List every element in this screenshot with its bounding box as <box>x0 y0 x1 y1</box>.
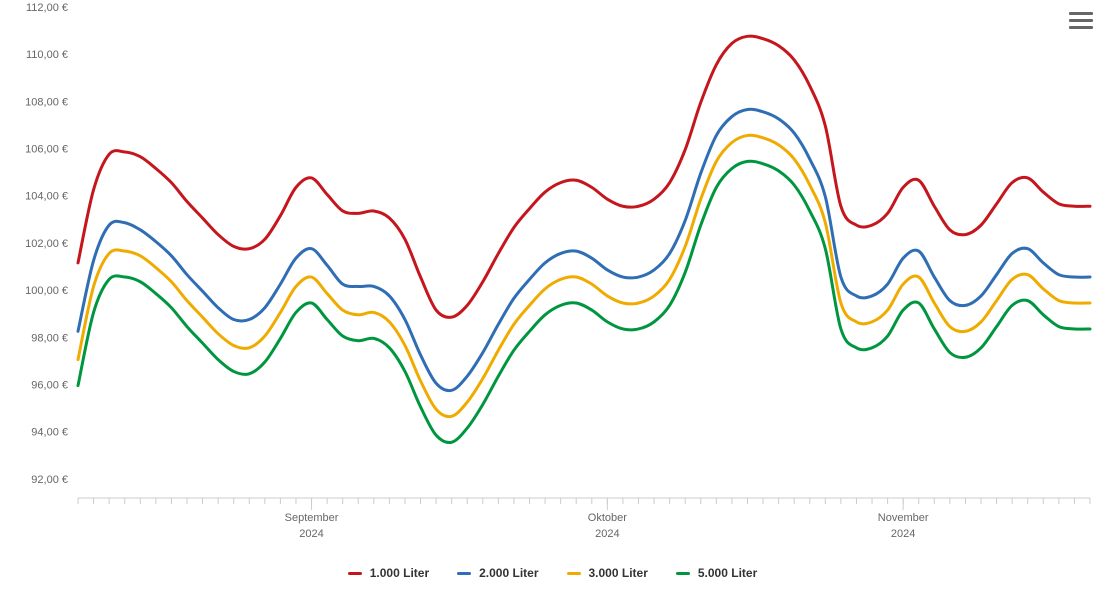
x-axis-tick-label: September <box>285 512 339 524</box>
y-axis-tick-label: 108,00 € <box>25 96 68 108</box>
legend-swatch <box>676 572 690 575</box>
y-axis-tick-label: 100,00 € <box>25 285 68 297</box>
series-line <box>78 135 1090 416</box>
x-axis-tick-label: November <box>878 512 929 524</box>
y-axis-tick-label: 106,00 € <box>25 144 68 156</box>
legend-swatch <box>567 572 581 575</box>
series-line <box>78 161 1090 442</box>
y-axis-tick-label: 92,00 € <box>31 474 68 486</box>
legend-label: 5.000 Liter <box>698 566 757 580</box>
y-axis-tick-label: 104,00 € <box>25 191 68 203</box>
legend-label: 1.000 Liter <box>370 566 429 580</box>
series-line <box>78 109 1090 390</box>
legend-item[interactable]: 5.000 Liter <box>676 566 757 580</box>
legend-swatch <box>457 572 471 575</box>
y-axis-tick-label: 102,00 € <box>25 238 68 250</box>
x-axis-tick-sublabel: 2024 <box>891 528 915 540</box>
x-axis-tick-sublabel: 2024 <box>595 528 619 540</box>
legend-label: 3.000 Liter <box>589 566 648 580</box>
legend-item[interactable]: 3.000 Liter <box>567 566 648 580</box>
y-axis-tick-label: 112,00 € <box>26 2 68 14</box>
x-axis-tick-sublabel: 2024 <box>299 528 323 540</box>
chart-legend: 1.000 Liter 2.000 Liter 3.000 Liter 5.000 L… <box>0 566 1105 580</box>
legend-swatch <box>348 572 362 575</box>
y-axis-tick-label: 96,00 € <box>31 380 68 392</box>
legend-label: 2.000 Liter <box>479 566 538 580</box>
price-chart: 92,00 € 94,00 € 96,00 € 98,00 € 100,00 € 102,… <box>0 0 1105 602</box>
y-axis-tick-label: 110,00 € <box>26 49 68 61</box>
legend-item[interactable]: 2.000 Liter <box>457 566 538 580</box>
series-line <box>78 36 1090 317</box>
x-axis-tick-label: Oktober <box>588 512 627 524</box>
legend-item[interactable]: 1.000 Liter <box>348 566 429 580</box>
y-axis-tick-label: 94,00 € <box>31 427 68 439</box>
y-axis-tick-label: 98,00 € <box>31 332 68 344</box>
chart-svg: 92,00 € 94,00 € 96,00 € 98,00 € 100,00 € 102,… <box>0 0 1105 602</box>
